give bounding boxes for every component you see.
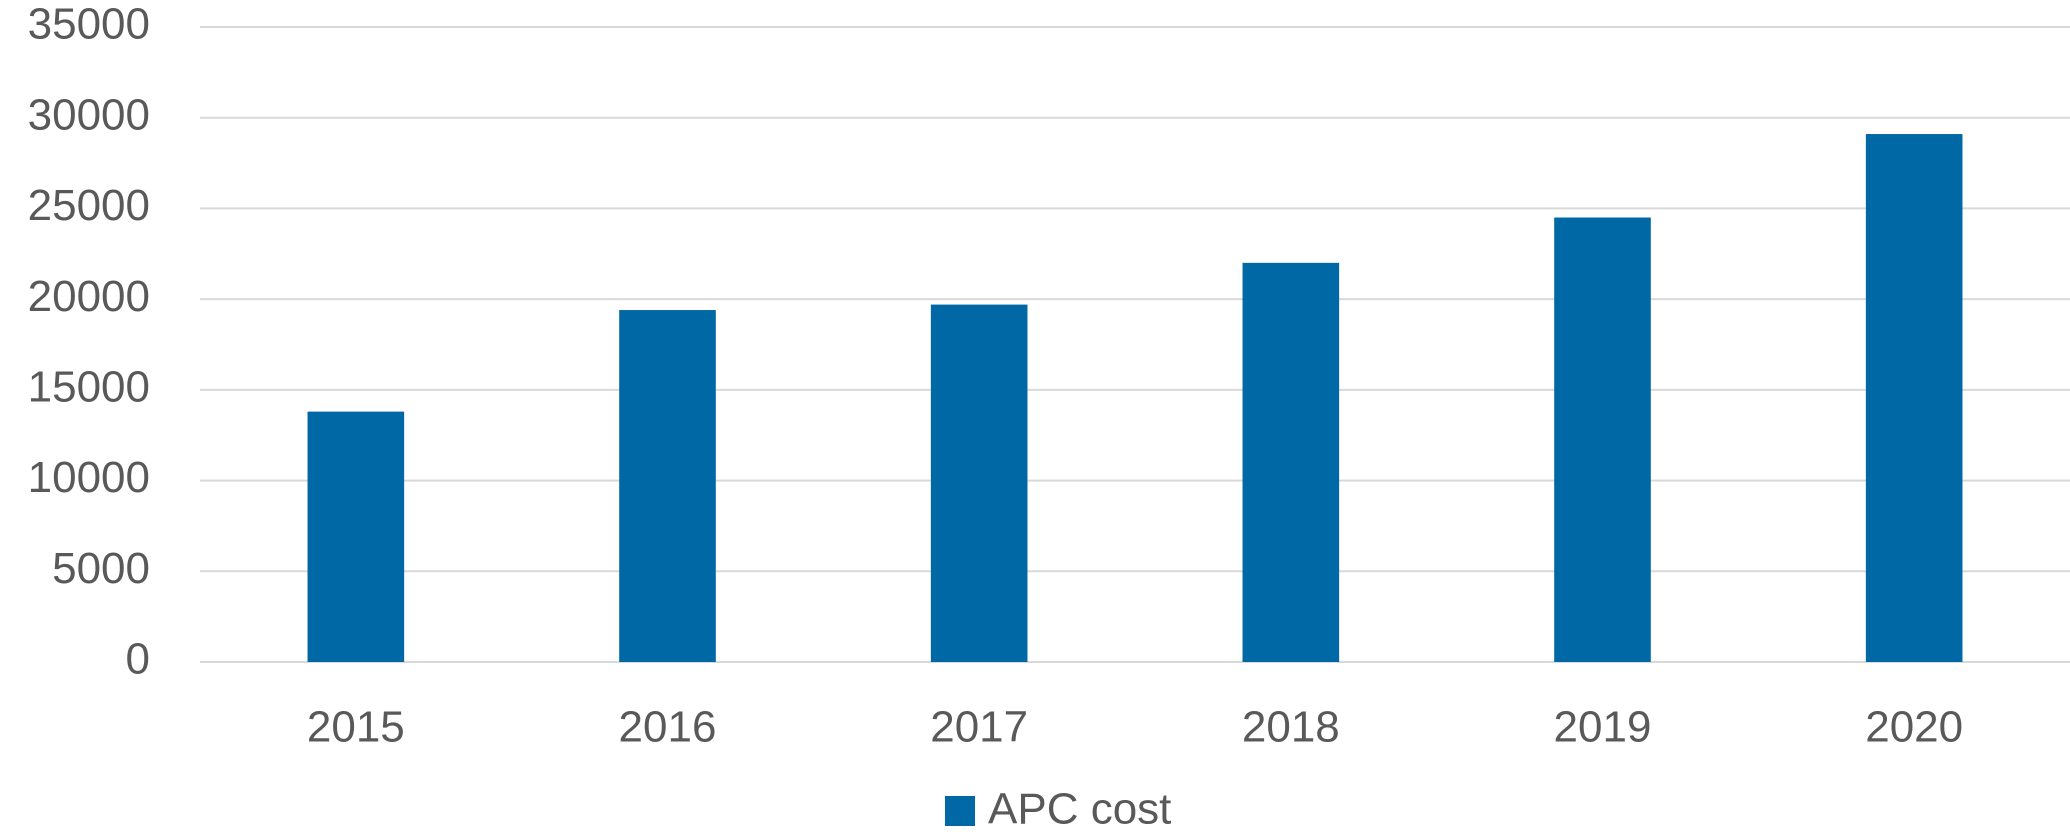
- x-tick-label: 2015: [307, 703, 405, 752]
- y-tick-label: 20000: [28, 272, 150, 321]
- bar: [1554, 217, 1651, 662]
- bar: [1242, 262, 1340, 662]
- bar: [1865, 134, 1963, 663]
- x-tick-label: 2016: [619, 703, 717, 752]
- legend-swatch: [945, 796, 975, 826]
- y-tick-label: 30000: [28, 90, 150, 139]
- y-tick-label: 35000: [28, 0, 150, 49]
- x-tick-label: 2017: [930, 703, 1028, 752]
- bar: [930, 304, 1028, 662]
- x-tick-label: 2020: [1865, 703, 1963, 752]
- bar: [619, 310, 716, 662]
- legend-label: APC cost: [988, 785, 1171, 834]
- y-tick-label: 15000: [28, 362, 150, 411]
- y-tick-label: 10000: [28, 453, 150, 502]
- y-tick-label: 25000: [28, 181, 150, 230]
- y-tick-label: 0: [126, 635, 150, 684]
- x-tick-label: 2019: [1554, 703, 1652, 752]
- bar: [307, 411, 405, 662]
- y-tick-label: 5000: [52, 544, 150, 593]
- legend: APC cost: [945, 785, 1171, 834]
- x-tick-label: 2018: [1242, 703, 1340, 752]
